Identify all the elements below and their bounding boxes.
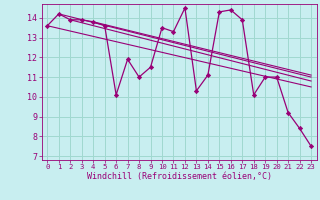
X-axis label: Windchill (Refroidissement éolien,°C): Windchill (Refroidissement éolien,°C) [87,172,272,181]
